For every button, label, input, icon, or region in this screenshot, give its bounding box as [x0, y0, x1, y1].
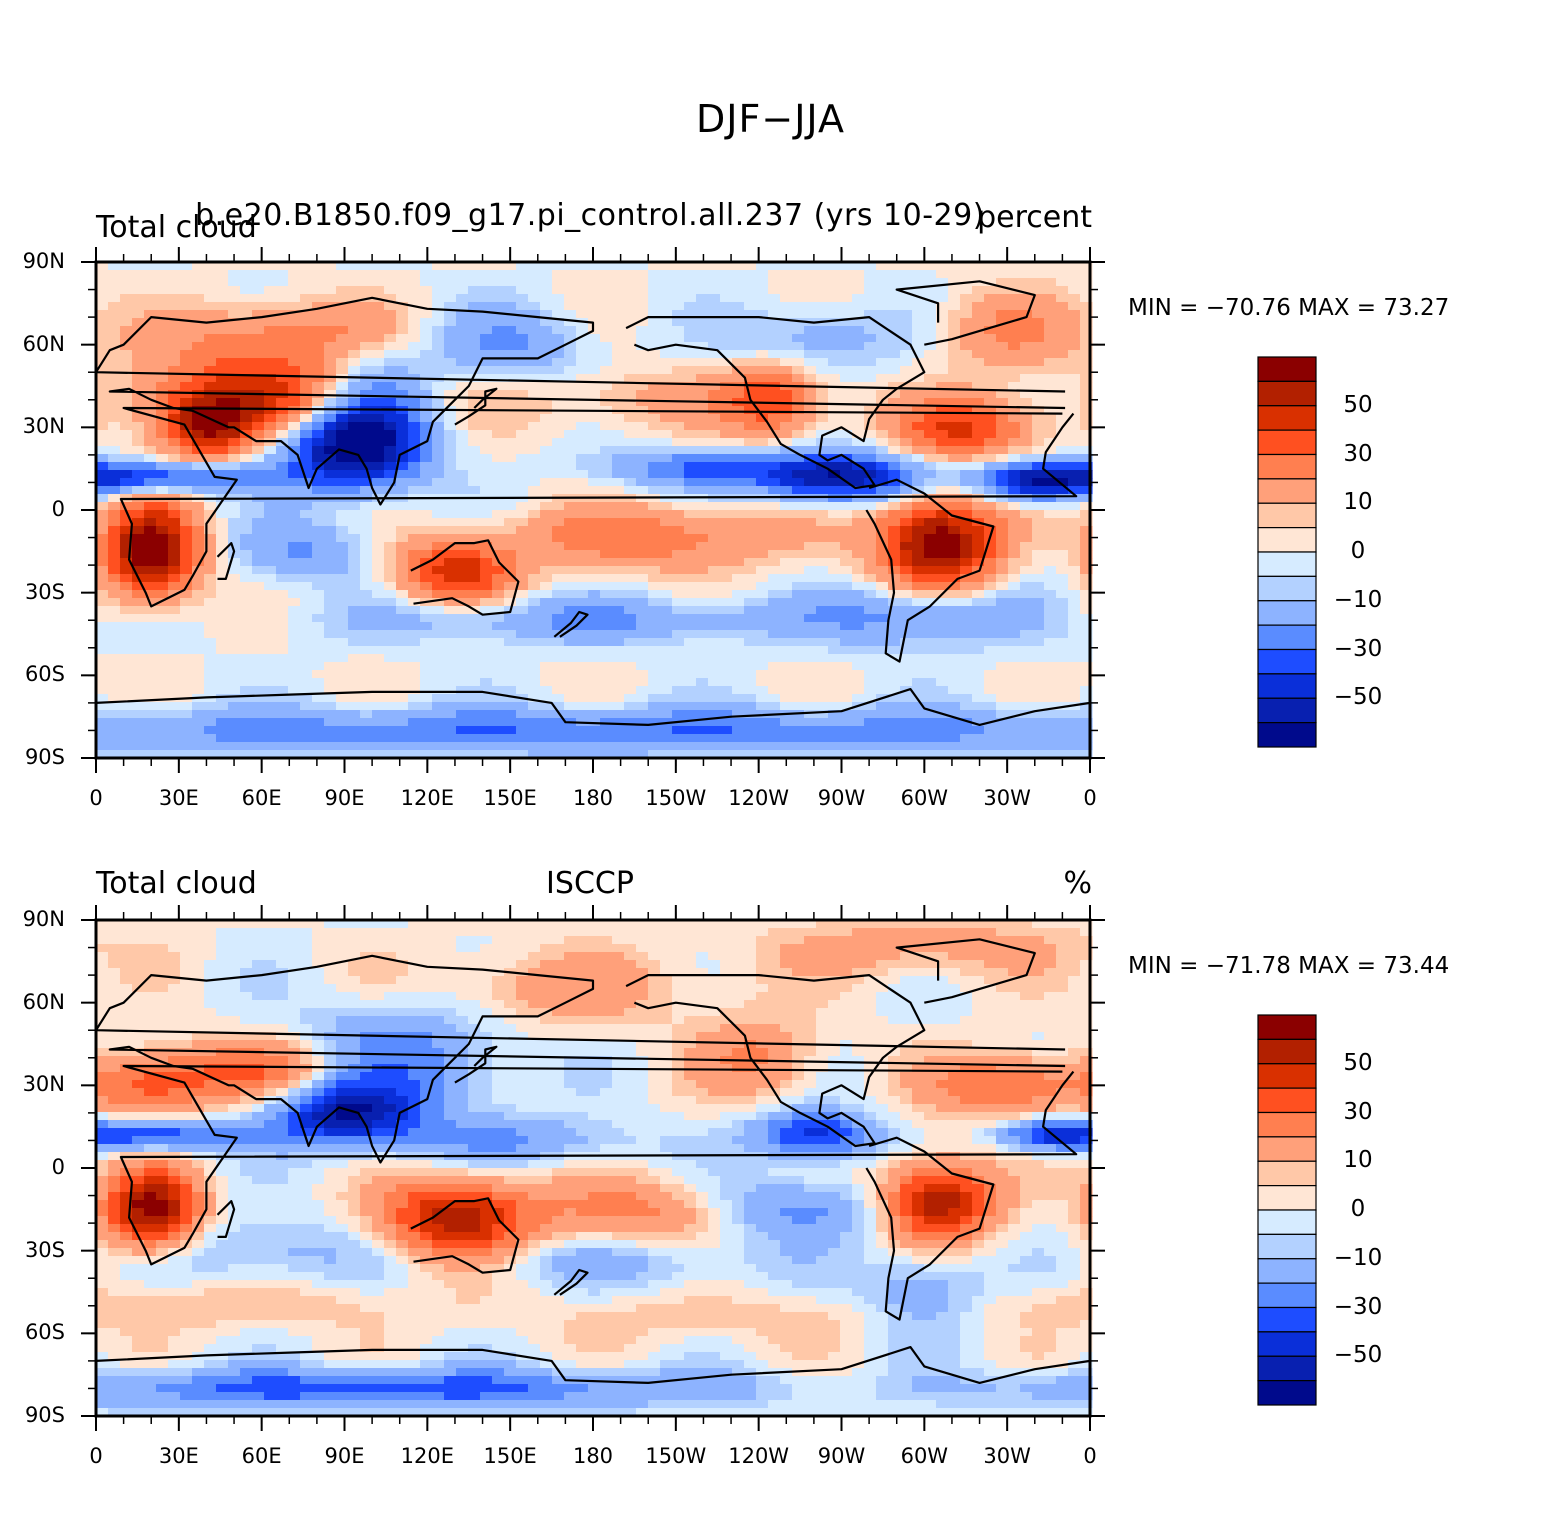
x-tick-label: 0	[89, 786, 103, 810]
colorbar-swatch	[1257, 1258, 1317, 1284]
colorbar-swatch	[1257, 551, 1317, 577]
y-tick-label: 60N	[22, 331, 65, 356]
colorbar-swatch	[1257, 1233, 1317, 1260]
colorbar-swatch	[1257, 1331, 1317, 1357]
panel2-min-max: MIN = −71.78 MAX = 73.44	[1128, 953, 1450, 979]
colorbar-label: 50	[1343, 1049, 1373, 1076]
colorbar-swatch	[1257, 1063, 1317, 1089]
colorbar-swatch	[1257, 1306, 1317, 1333]
y-tick-label: 90S	[24, 1403, 65, 1427]
colorbar-swatch	[1257, 1209, 1317, 1235]
x-tick-label: 0	[89, 1444, 103, 1468]
x-tick-label: 150W	[645, 786, 707, 810]
x-tick-label: 90W	[817, 786, 866, 810]
colorbar-label: −50	[1333, 1342, 1383, 1369]
panel2-colorbar	[1257, 1014, 1317, 1406]
y-tick-label: 90N	[22, 249, 65, 273]
x-tick-label: 30W	[983, 786, 1031, 810]
x-tick-label: 180	[572, 1444, 614, 1468]
y-tick-label: 60S	[24, 662, 65, 687]
y-tick-label: 0	[51, 497, 65, 521]
colorbar-swatch	[1257, 1111, 1317, 1138]
y-tick-label: 60S	[24, 1320, 65, 1345]
x-tick-label: 0	[1083, 1444, 1097, 1468]
colorbar-swatch	[1257, 1136, 1317, 1162]
x-tick-label: 120E	[400, 786, 454, 810]
colorbar-swatch	[1257, 575, 1317, 602]
colorbar-label: −50	[1333, 684, 1383, 711]
panel1-center-string: b.e20.B1850.f09_g17.pi_control.all.237 (…	[195, 198, 985, 233]
colorbar-swatch	[1257, 453, 1317, 480]
y-tick-label: 90N	[22, 907, 65, 931]
colorbar-label: 0	[1350, 538, 1366, 564]
y-tick-label: 30S	[24, 1237, 65, 1262]
x-tick-label: 60W	[900, 786, 949, 810]
colorbar-swatch	[1257, 1282, 1317, 1309]
x-tick-label: 90E	[324, 786, 365, 810]
colorbar-swatch	[1257, 1160, 1317, 1187]
panel1-min-max: MIN = −70.76 MAX = 73.27	[1128, 295, 1450, 321]
colorbar-swatch	[1257, 1087, 1317, 1114]
colorbar-swatch	[1257, 722, 1317, 748]
y-tick-label: 0	[51, 1155, 65, 1179]
colorbar-swatch	[1257, 429, 1317, 456]
x-tick-label: 150E	[483, 1444, 537, 1468]
colorbar-swatch	[1257, 356, 1317, 382]
x-tick-label: 90E	[324, 1444, 365, 1468]
colorbar-swatch	[1257, 380, 1317, 407]
x-tick-label: 120W	[728, 786, 790, 810]
colorbar-swatch	[1257, 1038, 1317, 1065]
colorbar-swatch	[1257, 1380, 1317, 1406]
panel2-right-string: %	[1063, 866, 1092, 901]
x-tick-label: 60W	[900, 1444, 949, 1468]
x-tick-label: 120E	[400, 1444, 454, 1468]
x-tick-label: 0	[1083, 786, 1097, 810]
colorbar-label: 0	[1350, 1196, 1366, 1222]
y-tick-label: 90S	[24, 745, 65, 769]
colorbar-label: 10	[1343, 1147, 1373, 1174]
colorbar-label: 10	[1343, 489, 1373, 516]
panel2-center-string: ISCCP	[546, 866, 634, 901]
x-tick-label: 180	[572, 786, 614, 810]
colorbar-label: −10	[1333, 1244, 1383, 1271]
colorbar-label: 30	[1343, 440, 1373, 467]
colorbar-label: 50	[1343, 391, 1373, 418]
x-tick-label: 150E	[483, 786, 537, 810]
x-tick-label: 30E	[158, 1444, 199, 1468]
y-tick-label: 60N	[22, 989, 65, 1014]
colorbar-label: −10	[1333, 586, 1383, 613]
colorbar-swatch	[1257, 697, 1317, 724]
y-tick-label: 30N	[22, 1072, 65, 1097]
colorbar-label: −30	[1333, 1293, 1383, 1320]
x-tick-label: 60E	[241, 786, 282, 810]
x-tick-label: 150W	[645, 1444, 707, 1468]
panel1-map	[81, 247, 1105, 773]
x-tick-label: 120W	[728, 1444, 790, 1468]
x-tick-label: 30W	[983, 1444, 1031, 1468]
figure-title: DJF−JJA	[696, 97, 845, 141]
x-tick-label: 90W	[817, 1444, 866, 1468]
colorbar-swatch	[1257, 624, 1317, 651]
colorbar-swatch	[1257, 1355, 1317, 1382]
colorbar-swatch	[1257, 405, 1317, 431]
panel1-left-string: Total cloud	[96, 210, 257, 245]
colorbar-swatch	[1257, 648, 1317, 675]
colorbar-swatch	[1257, 673, 1317, 699]
panel1-colorbar	[1257, 356, 1317, 748]
panel1-right-string: percent	[977, 200, 1092, 235]
colorbar-swatch	[1257, 1014, 1317, 1040]
colorbar-label: 30	[1343, 1098, 1373, 1125]
colorbar-swatch	[1257, 527, 1317, 553]
y-tick-label: 30S	[24, 579, 65, 604]
y-tick-label: 30N	[22, 414, 65, 439]
colorbar-swatch	[1257, 478, 1317, 504]
colorbar-swatch	[1257, 1185, 1317, 1211]
panel2-left-string: Total cloud	[96, 866, 257, 901]
colorbar-swatch	[1257, 600, 1317, 626]
colorbar-label: −30	[1333, 635, 1383, 662]
panel2-map	[81, 905, 1105, 1431]
x-tick-label: 60E	[241, 1444, 282, 1468]
colorbar-swatch	[1257, 502, 1317, 529]
x-tick-label: 30E	[158, 786, 199, 810]
